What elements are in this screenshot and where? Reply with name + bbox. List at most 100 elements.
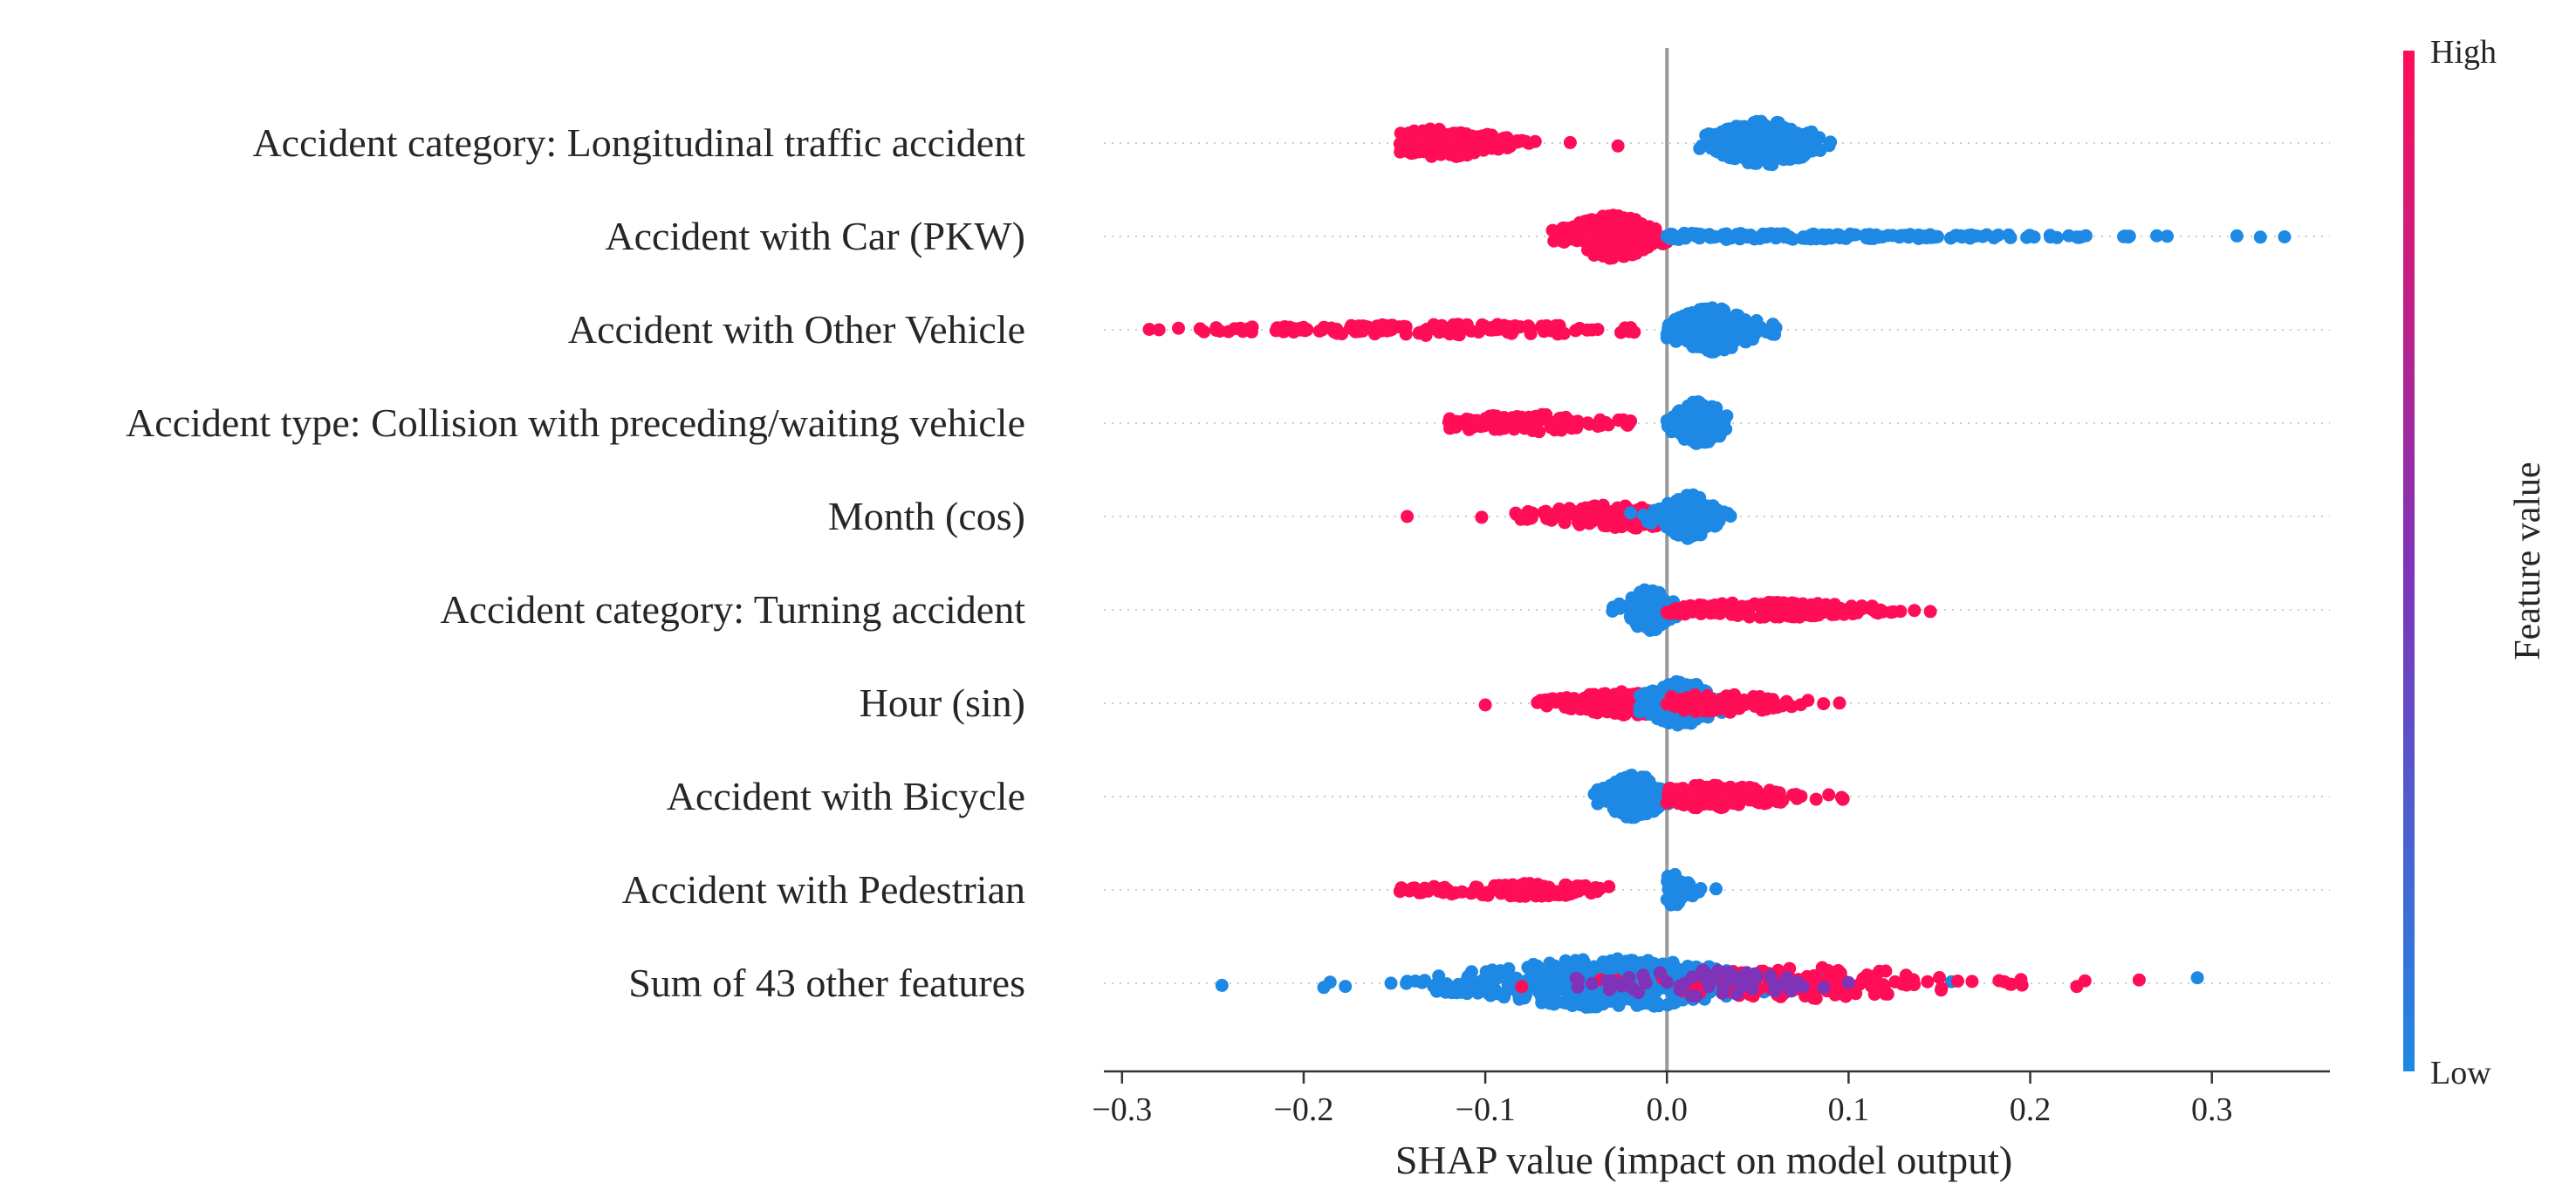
shap-point bbox=[1695, 139, 1709, 153]
shap-point bbox=[1418, 974, 1432, 988]
shap-point bbox=[1774, 795, 1788, 809]
shap-point bbox=[1660, 975, 1674, 989]
shap-point bbox=[1691, 603, 1705, 617]
shap-point bbox=[1460, 318, 1474, 332]
shap-point bbox=[1786, 788, 1800, 802]
shap-point bbox=[1614, 696, 1628, 710]
shap-point bbox=[1611, 501, 1625, 515]
shap-point bbox=[1344, 321, 1357, 335]
shap-point bbox=[1172, 321, 1185, 335]
shap-point bbox=[1445, 133, 1459, 147]
shap-point bbox=[1503, 135, 1516, 149]
shap-point bbox=[1929, 230, 1943, 244]
shap-point bbox=[1515, 133, 1529, 147]
shap-point bbox=[1762, 157, 1776, 171]
colorbar-title: Feature value bbox=[2508, 462, 2548, 660]
x-tick-label: 0.0 bbox=[1647, 1091, 1689, 1128]
shap-point bbox=[1554, 411, 1568, 425]
shap-point bbox=[1475, 322, 1489, 336]
x-axis: −0.3 −0.2 −0.1 0.0 0.1 0.2 0.3 bbox=[1092, 1070, 2330, 1128]
feature-label: Accident with Car (PKW) bbox=[605, 214, 1025, 258]
shap-point bbox=[1558, 510, 1572, 524]
shap-point bbox=[1622, 970, 1636, 984]
shap-point bbox=[2230, 229, 2244, 243]
shap-point bbox=[1689, 227, 1702, 241]
shap-point bbox=[1809, 229, 1823, 243]
shap-point bbox=[1712, 340, 1726, 354]
data-points bbox=[1142, 114, 2292, 1014]
shap-point bbox=[1619, 800, 1633, 814]
shap-point bbox=[1399, 327, 1413, 341]
shap-point bbox=[1422, 884, 1435, 898]
shap-point bbox=[1515, 980, 1529, 994]
shap-point bbox=[1642, 775, 1656, 788]
shap-point bbox=[1629, 616, 1643, 630]
shap-point bbox=[1908, 977, 1922, 991]
shap-point bbox=[1881, 229, 1895, 243]
shap-point bbox=[1780, 971, 1794, 985]
shap-point bbox=[1921, 975, 1935, 989]
shap-point bbox=[1578, 513, 1592, 527]
shap-point bbox=[1468, 414, 1482, 428]
shap-point bbox=[1641, 515, 1655, 529]
shap-point bbox=[1812, 608, 1826, 622]
shap-point bbox=[1319, 321, 1332, 335]
shap-point bbox=[1557, 326, 1571, 340]
shap-point bbox=[1368, 327, 1381, 341]
x-tick-label: 0.3 bbox=[2191, 1091, 2233, 1128]
shap-point bbox=[1709, 796, 1723, 810]
shap-point bbox=[1766, 596, 1780, 610]
shap-point bbox=[1701, 688, 1715, 702]
shap-point bbox=[1559, 691, 1573, 705]
shap-point bbox=[1596, 955, 1610, 969]
shap-point bbox=[1734, 228, 1748, 242]
shap-point bbox=[1546, 989, 1559, 1002]
shap-point bbox=[1703, 500, 1717, 514]
shap-point bbox=[1492, 879, 1506, 893]
shap-point bbox=[1572, 215, 1586, 229]
shap-point bbox=[1611, 139, 1625, 153]
shap-point bbox=[1624, 506, 1638, 520]
shap-point bbox=[1661, 321, 1675, 335]
shap-point bbox=[1795, 150, 1809, 164]
shap-point bbox=[1669, 879, 1682, 893]
shap-point bbox=[1622, 778, 1636, 792]
shap-point bbox=[1629, 246, 1643, 260]
shap-point bbox=[1587, 688, 1601, 701]
shap-point bbox=[1723, 599, 1737, 613]
x-axis-title: SHAP value (impact on model output) bbox=[1395, 1138, 2012, 1182]
feature-label: Accident with Bicycle bbox=[667, 774, 1025, 818]
colorbar: High Low Feature value bbox=[2403, 34, 2548, 1091]
shap-point bbox=[2020, 230, 2034, 244]
shap-point bbox=[1453, 149, 1467, 162]
shap-point bbox=[1778, 228, 1792, 242]
shap-point bbox=[1575, 700, 1588, 714]
shap-point bbox=[1833, 696, 1846, 710]
shap-point bbox=[1521, 319, 1535, 333]
shap-point bbox=[1740, 966, 1754, 980]
shap-point bbox=[1401, 510, 1415, 523]
shap-point bbox=[1610, 247, 1624, 261]
shap-point bbox=[2122, 229, 2136, 243]
shap-point bbox=[1744, 147, 1757, 161]
shap-point bbox=[1632, 996, 1646, 1010]
shap-point bbox=[1429, 977, 1443, 991]
shap-point bbox=[1607, 600, 1620, 614]
shap-point bbox=[1745, 982, 1759, 995]
shap-point bbox=[1516, 509, 1530, 523]
shap-point bbox=[1727, 152, 1741, 165]
shap-point bbox=[1412, 145, 1426, 159]
shap-point bbox=[1639, 976, 1653, 990]
shap-point bbox=[1665, 604, 1679, 618]
shap-point bbox=[1600, 690, 1614, 704]
feature-label: Accident type: Collision with preceding/… bbox=[126, 400, 1025, 445]
shap-point bbox=[1586, 323, 1599, 337]
shap-point bbox=[1604, 974, 1618, 988]
shap-point bbox=[1402, 884, 1416, 898]
shap-point bbox=[1713, 429, 1727, 443]
shap-point bbox=[1422, 323, 1436, 337]
shap-point bbox=[1737, 321, 1750, 335]
shap-point bbox=[1965, 975, 1979, 989]
shap-point bbox=[1567, 886, 1581, 900]
shap-point bbox=[1836, 792, 1850, 806]
